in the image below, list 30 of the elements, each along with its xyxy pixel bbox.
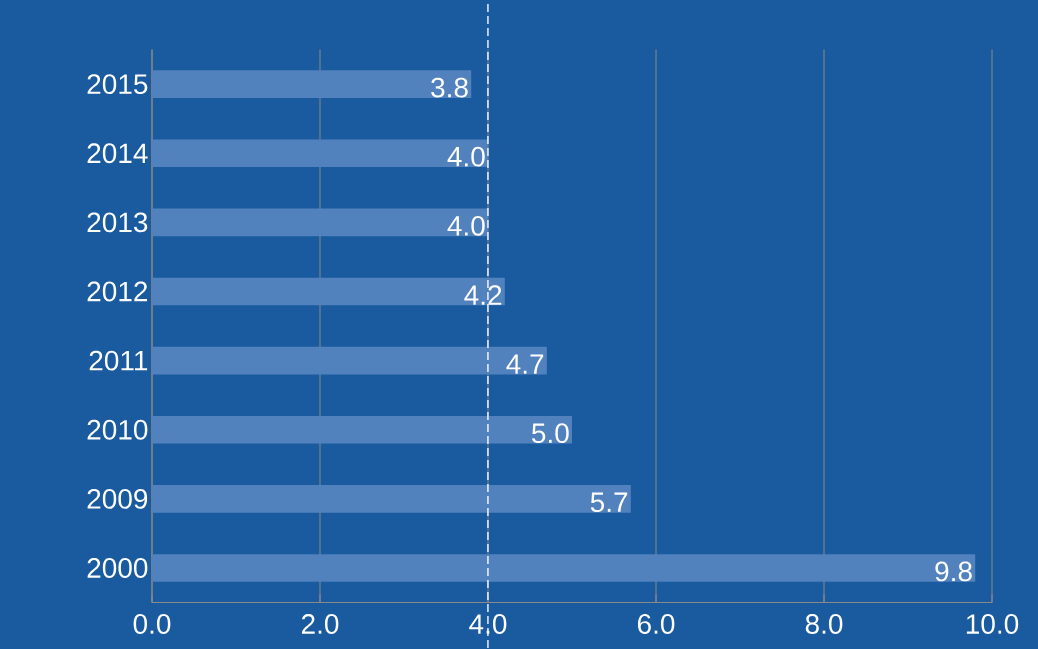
x-tick-label: 0.0 [133, 614, 171, 634]
y-tick-label: 2010 [87, 419, 148, 440]
y-tick-label: 2015 [87, 74, 148, 95]
data-label: 9.8 [935, 561, 972, 582]
data-label: 4.0 [447, 146, 485, 167]
y-tick-label: 2000 [87, 558, 148, 578]
y-tick-label: 2012 [87, 281, 148, 302]
bar [152, 277, 505, 306]
y-tick-label: 2013 [87, 212, 148, 233]
y-tick-label: 2011 [89, 350, 148, 371]
bar [152, 208, 489, 237]
bar [152, 485, 631, 513]
bar [152, 139, 489, 168]
y-tick-label: 2014 [87, 143, 148, 164]
x-tick-label: 8.0 [805, 614, 843, 634]
x-tick-label: 10.0 [966, 614, 1019, 634]
bar [152, 415, 573, 444]
x-tick-label: 4.0 [469, 614, 507, 634]
data-label: 4.2 [464, 285, 502, 305]
bar [152, 70, 472, 98]
data-label: 4.7 [506, 354, 544, 374]
bar [152, 554, 976, 582]
data-label: 4.0 [447, 215, 485, 236]
x-tick-label: 6.0 [637, 614, 675, 634]
data-label: 5.7 [590, 492, 628, 513]
data-label: 3.8 [431, 77, 468, 98]
data-label: 5.0 [532, 423, 569, 444]
y-tick-label: 2009 [87, 488, 148, 509]
x-tick-label: 2.0 [301, 614, 339, 634]
bar [152, 346, 547, 375]
